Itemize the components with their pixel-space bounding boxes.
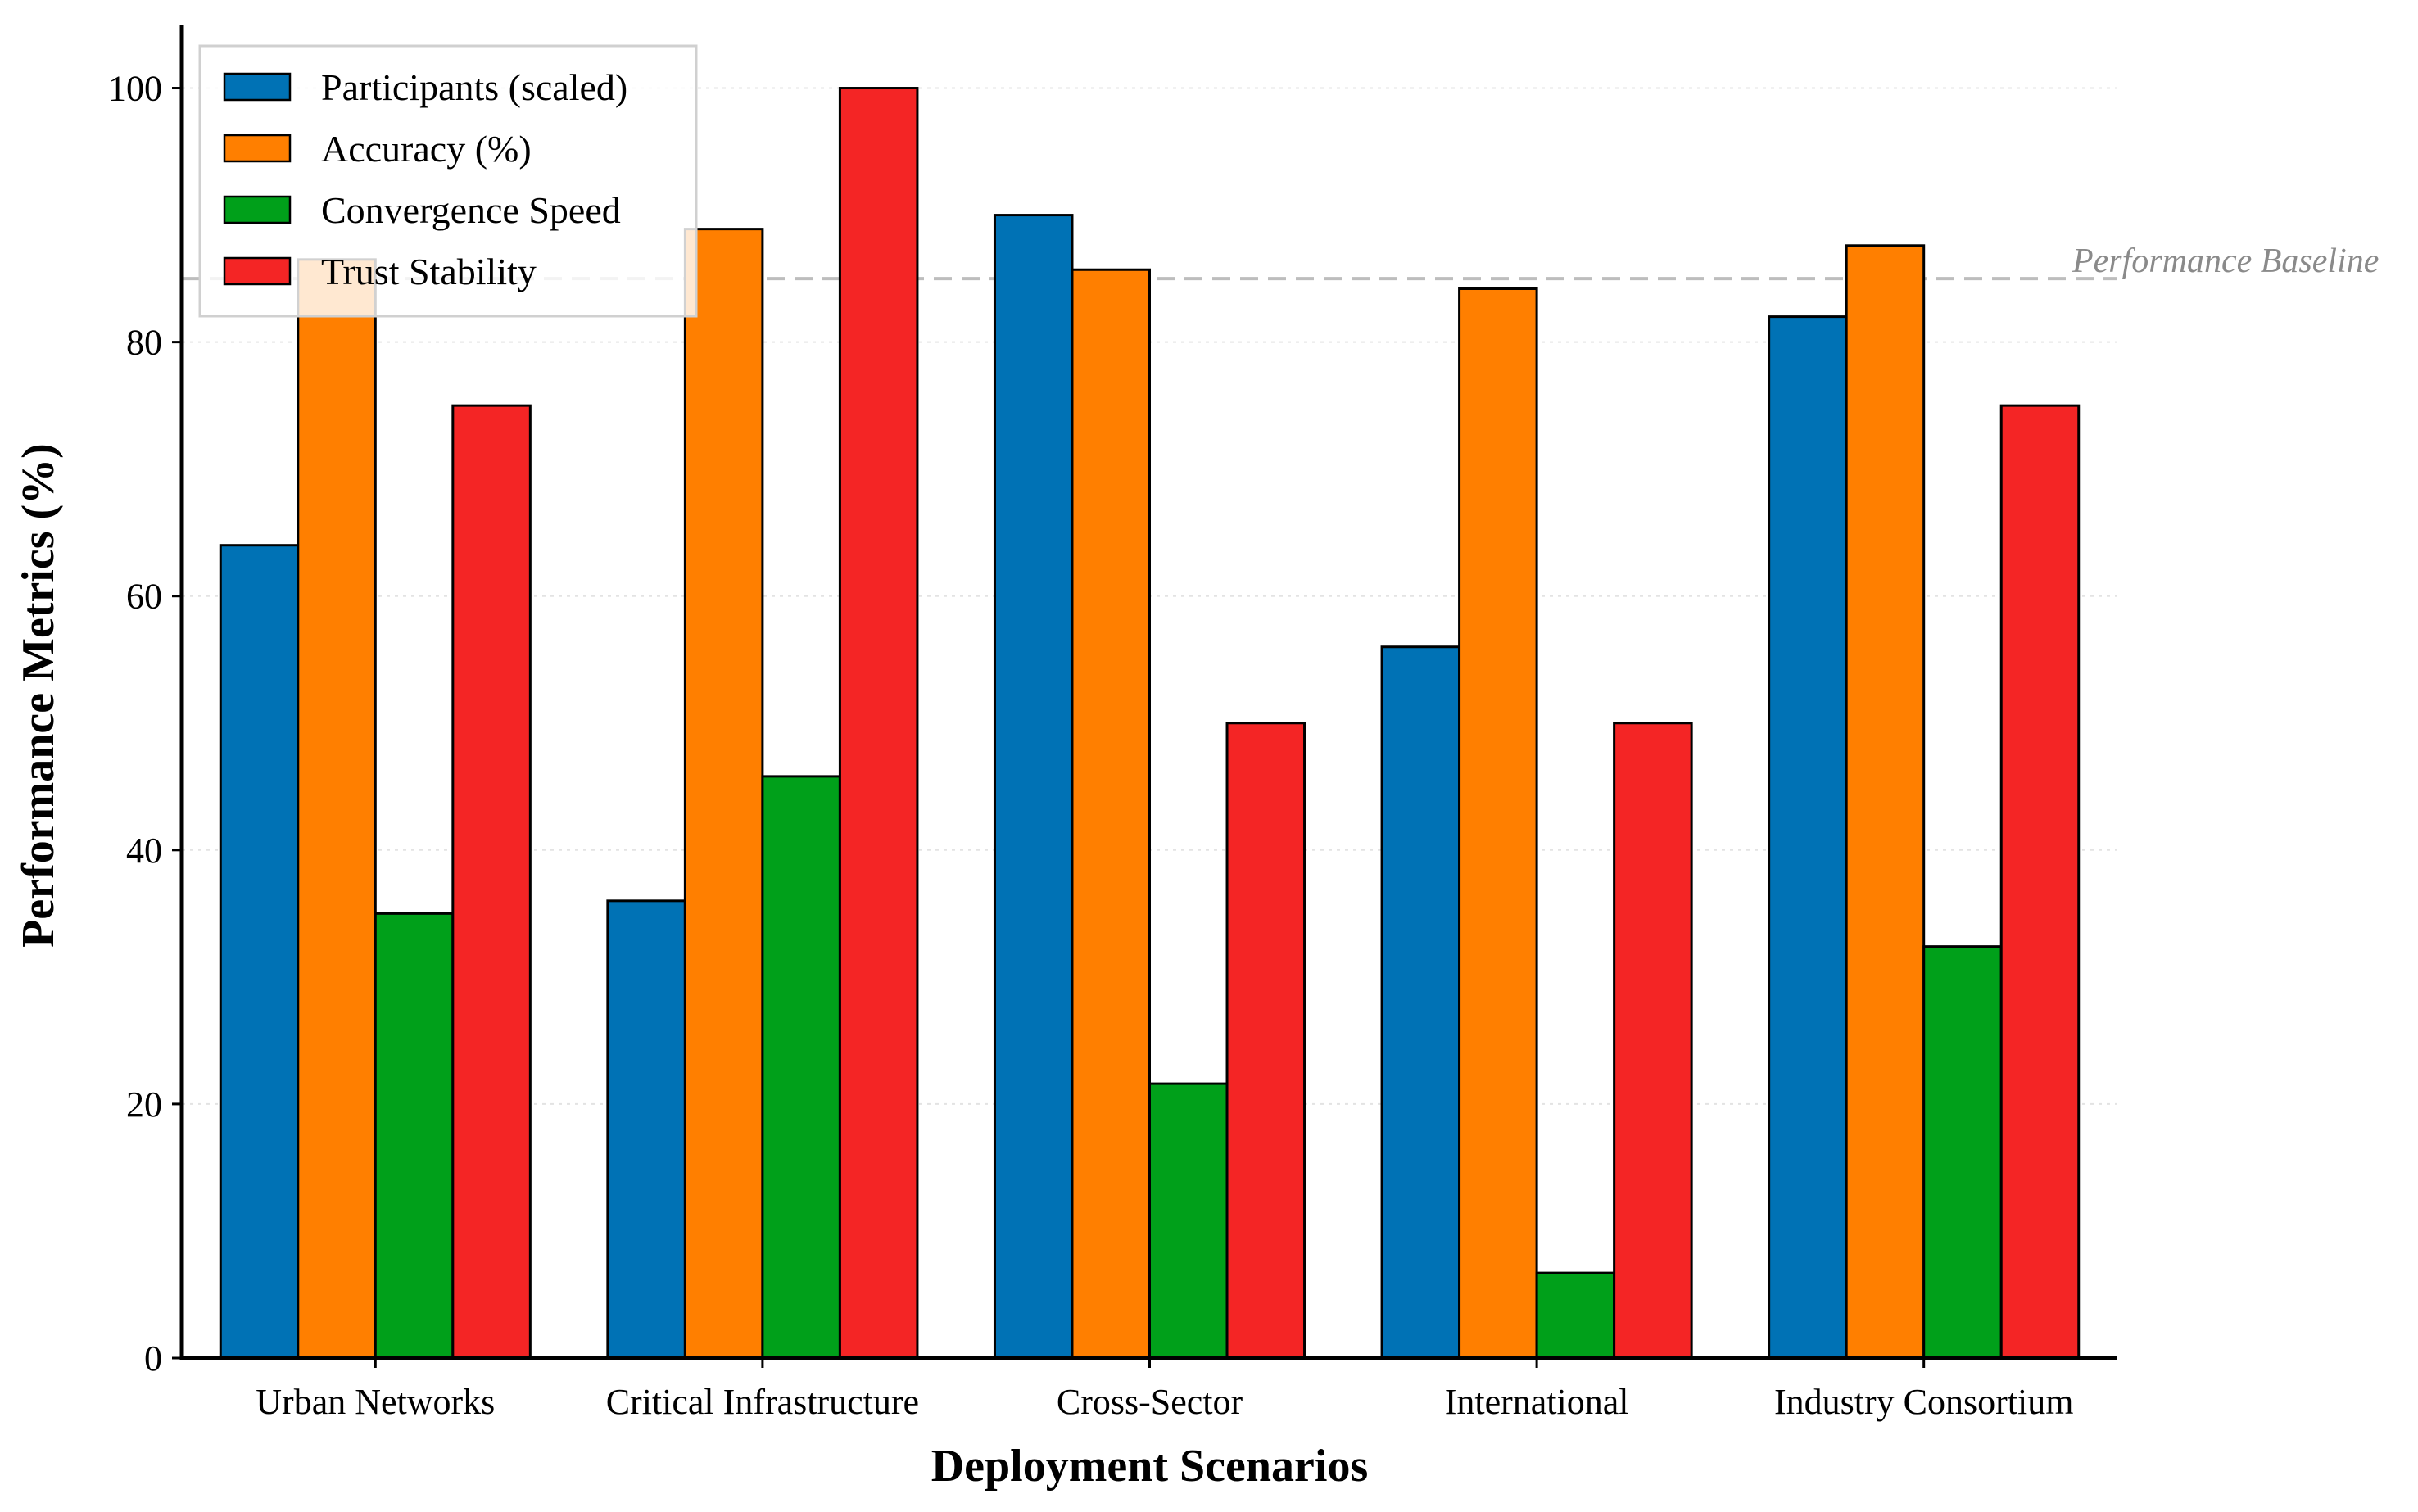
bar-accuracy-urban-networks: [297, 258, 377, 1360]
bar-trust-stability-international: [1613, 722, 1693, 1360]
bar-accuracy-critical-infrastructure: [683, 228, 764, 1360]
x-tick-label: International: [1445, 1382, 1629, 1422]
bar-trust-stability-industry-consortium: [1999, 404, 2081, 1360]
y-tick-label: 20: [126, 1084, 162, 1125]
y-tick-label: 80: [126, 323, 162, 363]
bar-participants-scaled-international: [1380, 645, 1461, 1360]
legend-label: Accuracy (%): [321, 128, 532, 170]
legend-swatch: [223, 195, 292, 224]
y-tick-label: 100: [108, 69, 162, 109]
y-tick-label: 40: [126, 831, 162, 871]
bar-convergence-speed-industry-consortium: [1922, 945, 2003, 1360]
legend: Participants (scaled) Accuracy (%) Converg…: [198, 44, 698, 318]
axis-labels: Deployment Scenarios Performance Metrics…: [13, 443, 1368, 1492]
bar-accuracy-industry-consortium: [1845, 244, 1926, 1360]
bar-accuracy-cross-sector: [1071, 268, 1151, 1360]
axes: 0 20 40 60 80 100 Urban Networks Critical Infra…: [108, 25, 2117, 1422]
x-tick-label: Cross-Sector: [1057, 1382, 1243, 1422]
y-tick-label: 0: [144, 1338, 162, 1378]
legend-label: Trust Stability: [321, 251, 537, 292]
bar-convergence-speed-critical-infrastructure: [761, 775, 841, 1360]
legend-swatch: [223, 72, 292, 102]
bar-convergence-speed-international: [1535, 1271, 1616, 1360]
bar-trust-stability-cross-sector: [1225, 722, 1306, 1360]
x-tick-label: Industry Consortium: [1774, 1382, 2073, 1422]
bar-participants-scaled-urban-networks: [219, 544, 300, 1360]
bar-convergence-speed-urban-networks: [374, 912, 455, 1360]
bar-convergence-speed-cross-sector: [1148, 1082, 1229, 1360]
y-axis-title: Performance Metrics (%): [13, 443, 64, 948]
bar-participants-scaled-cross-sector: [993, 214, 1074, 1360]
legend-label: Convergence Speed: [321, 189, 621, 231]
bar-trust-stability-critical-infrastructure: [838, 87, 919, 1360]
legend-swatch: [223, 134, 292, 163]
bar-participants-scaled-critical-infrastructure: [606, 899, 686, 1360]
y-tick-label: 60: [126, 577, 162, 617]
legend-swatch: [223, 256, 292, 286]
baseline-label: Performance Baseline: [2072, 242, 2379, 280]
bars: [219, 87, 2081, 1360]
x-tick-label: Critical Infrastructure: [606, 1382, 919, 1422]
legend-label: Participants (scaled): [321, 66, 627, 108]
bar-accuracy-international: [1458, 287, 1538, 1360]
bar-trust-stability-urban-networks: [451, 404, 532, 1360]
x-axis-title: Deployment Scenarios: [931, 1441, 1369, 1492]
x-tick-label: Urban Networks: [256, 1382, 495, 1422]
bar-participants-scaled-industry-consortium: [1768, 315, 1848, 1360]
